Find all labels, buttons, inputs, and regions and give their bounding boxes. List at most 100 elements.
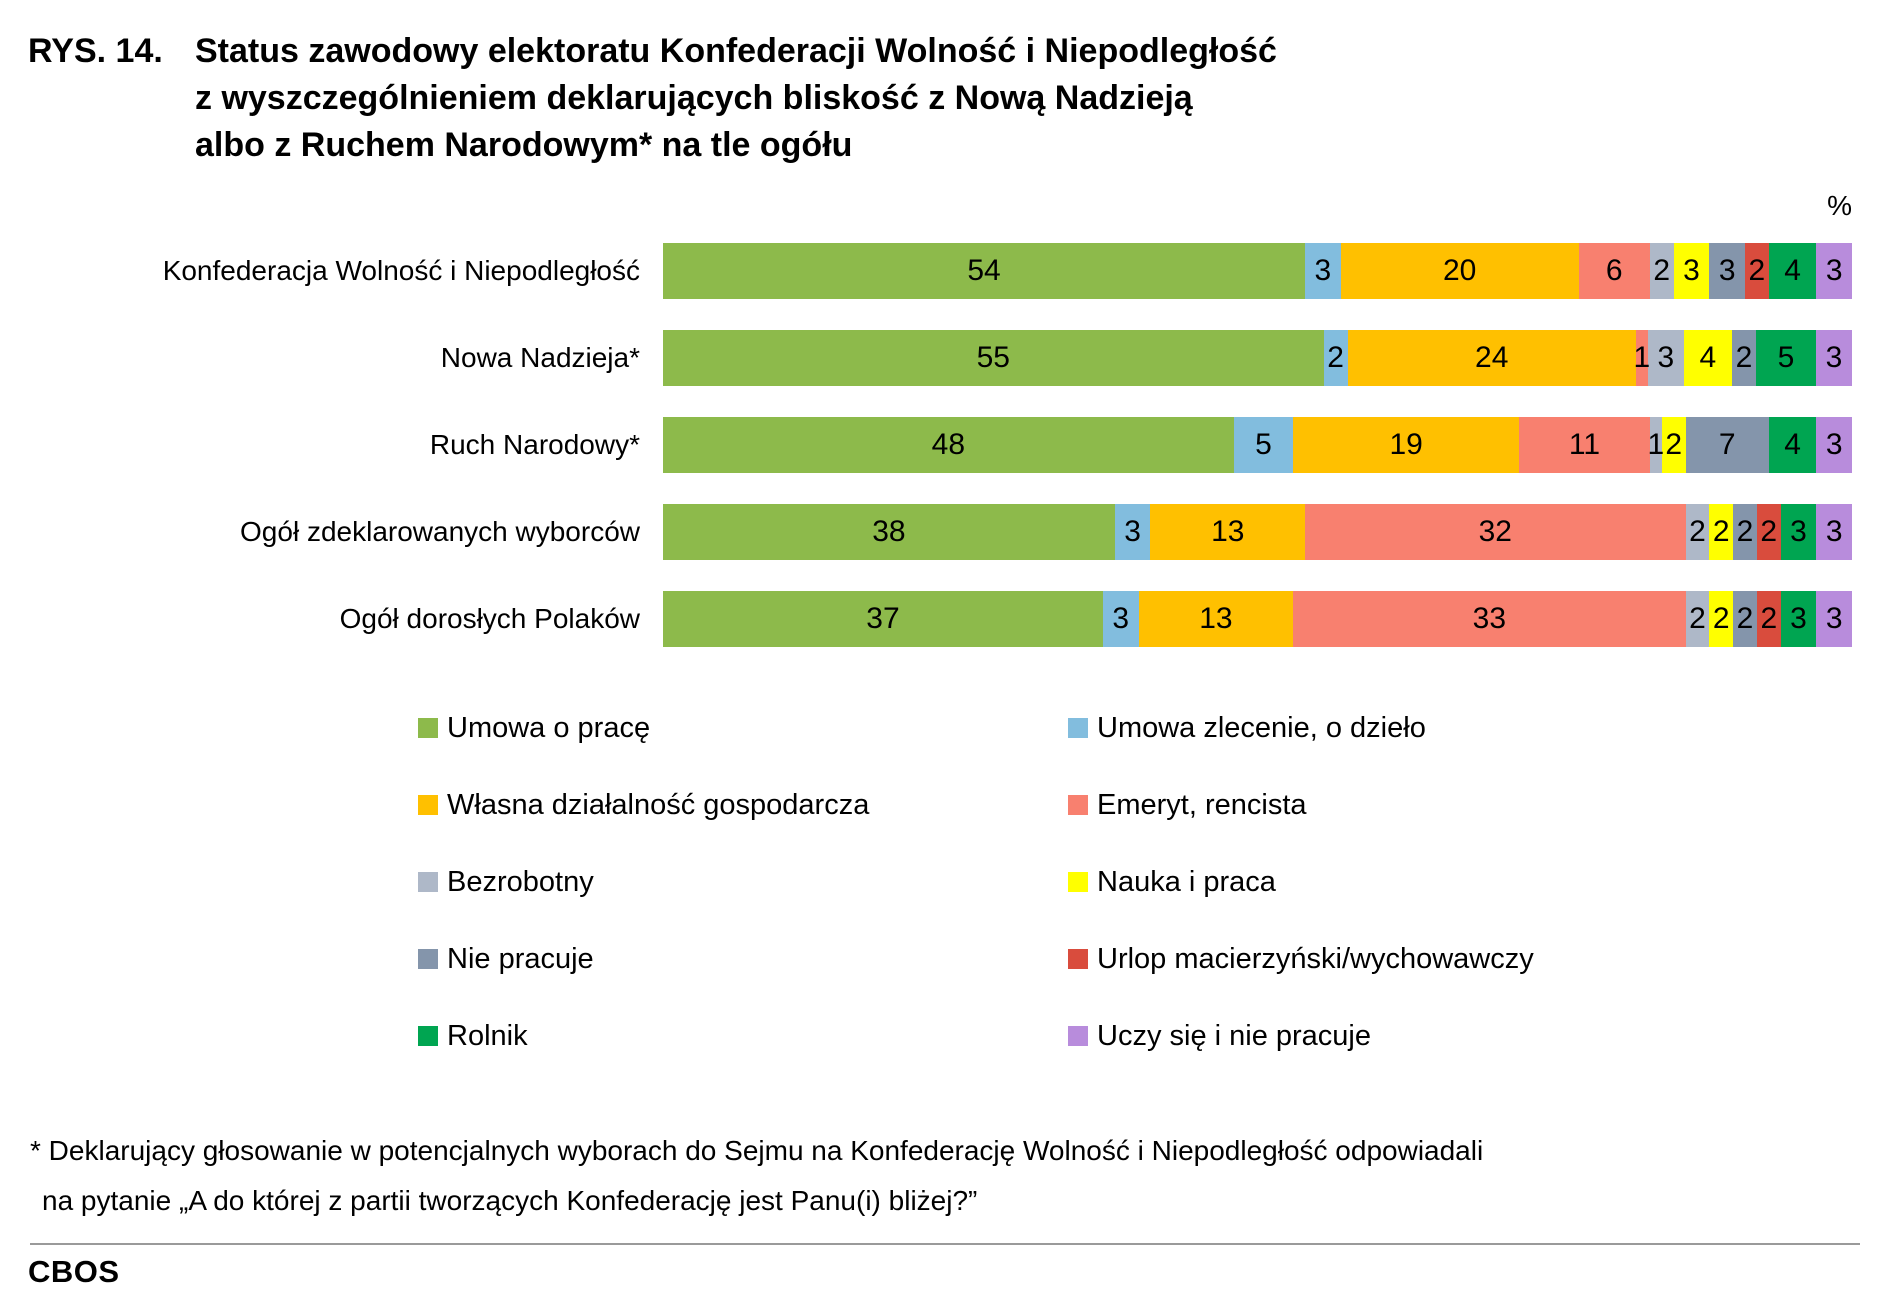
stacked-bar-chart: Konfederacja Wolność i Niepodległość 54 3 2…: [0, 243, 1890, 663]
bar-segment-value: 3: [1825, 602, 1843, 635]
bar-segment-value: 2: [1736, 515, 1754, 548]
legend-label: Uczy się i nie pracuje: [1097, 1019, 1371, 1052]
bar-segment-value: 4: [1784, 254, 1801, 287]
bar-segment-value: 3: [1825, 254, 1843, 287]
legend-label: Emeryt, rencista: [1097, 788, 1307, 821]
legend-swatch-icon: [1068, 949, 1088, 969]
bar-segment-value: 4: [1784, 428, 1801, 461]
bar-segment: 3: [1305, 243, 1341, 299]
bar-segment: 13: [1138, 591, 1294, 647]
bar-segment-value: 3: [1825, 515, 1843, 548]
figure-title-line-3: albo z Ruchem Narodowym* na tle ogółu: [195, 126, 853, 164]
bar-segment-value: 2: [1327, 341, 1344, 374]
bar-segment: 54: [663, 243, 1306, 299]
legend-item: Umowa zlecenie, o dzieło: [1068, 710, 1426, 746]
bar-segment: 2: [1733, 591, 1757, 647]
bar-segment-value: 3: [1683, 254, 1700, 287]
bar-segment: 3: [1816, 591, 1853, 647]
bar-segment-value: 19: [1389, 428, 1423, 461]
bar-segment-value: 2: [1689, 602, 1706, 635]
bar-segment-value: 2: [1653, 254, 1671, 287]
legend-item: Nauka i praca: [1068, 864, 1276, 900]
row-label: Ogół zdeklarowanych wyborców: [240, 516, 640, 547]
bar-segment-value: 2: [1735, 341, 1753, 374]
bar-segment-value: 3: [1718, 254, 1736, 287]
bar-segment-value: 38: [872, 515, 906, 548]
legend-label: Własna działalność gospodarcza: [447, 788, 870, 821]
legend-swatch-icon: [1068, 718, 1088, 738]
bar-segment: 2: [1731, 330, 1756, 386]
bar-segment: 3: [1780, 504, 1817, 560]
bar-segment-value: 48: [931, 428, 966, 461]
bar-segment: 4: [1683, 330, 1732, 386]
bar-segment-value: 1: [1647, 428, 1665, 461]
bar-segment: 5: [1755, 330, 1816, 386]
bar-segment: 2: [1756, 504, 1781, 560]
bar-segment: 1: [1633, 330, 1651, 386]
legend-swatch-icon: [418, 949, 438, 969]
bar-segment: 33: [1293, 591, 1686, 647]
bar-segment-value: 55: [976, 341, 1010, 374]
bar-segment: 3: [1780, 591, 1817, 647]
bar-segment: 2: [1709, 591, 1734, 647]
bar-row: 38 3 13 32 2 2 2 2 3 3: [663, 504, 1852, 560]
legend-item: Umowa o pracę: [418, 710, 650, 746]
bar-segment: 6: [1578, 243, 1650, 299]
bar-segment: 13: [1150, 504, 1306, 560]
figure-title-line-2: z wyszczególnieniem deklarujących blisko…: [195, 79, 1193, 117]
bar-row: 55 2 24 1 3 4 2 5 3: [663, 330, 1853, 386]
bar-segment-value: 3: [1790, 602, 1807, 635]
legend-label: Rolnik: [447, 1019, 528, 1052]
legend-swatch-icon: [418, 1026, 438, 1046]
bar-segment: 55: [663, 330, 1324, 386]
bar-segment: 38: [663, 504, 1115, 560]
percent-unit-label: %: [1827, 190, 1852, 221]
bar-segment-value: 20: [1442, 254, 1477, 287]
bar-segment: 3: [1673, 243, 1710, 299]
bar-segment: 3: [1114, 504, 1151, 560]
legend-label: Bezrobotny: [447, 865, 594, 898]
bar-segment-value: 3: [1657, 341, 1675, 374]
bar-segment-value: 3: [1825, 428, 1843, 461]
bar-segment: 2: [1685, 591, 1710, 647]
bar-segment-value: 54: [967, 254, 1001, 287]
bar-segment-value: 3: [1112, 602, 1130, 635]
figure-title: RYS. 14. Status zawodowy elektoratu Konf…: [28, 28, 1277, 169]
legend-item: Nie pracuje: [418, 941, 594, 977]
bar-segment-value: 3: [1314, 254, 1332, 287]
bar-segment: 5: [1233, 417, 1294, 473]
bar-segment: 2: [1756, 591, 1781, 647]
legend-label: Nauka i praca: [1097, 865, 1276, 898]
figure-title-text: Status zawodowy elektoratu Konfederacji …: [195, 28, 1277, 169]
bar-segment: 2: [1733, 504, 1757, 560]
bar-segment-value: 13: [1199, 602, 1233, 635]
bar-segment: 2: [1323, 330, 1348, 386]
row-label: Ogół dorosłych Polaków: [339, 603, 640, 634]
bar-segment: 3: [1102, 591, 1139, 647]
legend-label: Urlop macierzyński/wychowawczy: [1097, 942, 1534, 975]
bar-segment: 4: [1768, 243, 1817, 299]
bar-segment: 3: [1816, 417, 1853, 473]
legend-swatch-icon: [1068, 795, 1088, 815]
legend-swatch-icon: [418, 872, 438, 892]
legend-swatch-icon: [418, 795, 438, 815]
bar-segment: 24: [1347, 330, 1636, 386]
legend-label: Nie pracuje: [447, 942, 594, 975]
legend-item: Emeryt, rencista: [1068, 787, 1307, 823]
bar-segment-value: 1: [1633, 341, 1651, 374]
legend-item: Bezrobotny: [418, 864, 594, 900]
legend-item: Uczy się i nie pracuje: [1068, 1018, 1371, 1054]
bar-segment-value: 3: [1124, 515, 1141, 548]
bar-segment: 1: [1647, 417, 1665, 473]
bar-segment: 2: [1661, 417, 1686, 473]
bar-segment: 2: [1649, 243, 1674, 299]
bar-segment-value: 3: [1825, 341, 1843, 374]
bar-row: 37 3 13 33 2 2 2 2 3 3: [663, 591, 1853, 647]
legend-item: Rolnik: [418, 1018, 528, 1054]
bar-segment: 3: [1709, 243, 1745, 299]
figure-number: RYS. 14.: [28, 32, 163, 70]
bar-segment-value: 2: [1712, 515, 1730, 548]
bar-segment: 7: [1685, 417, 1769, 473]
divider-line: [30, 1243, 1860, 1245]
